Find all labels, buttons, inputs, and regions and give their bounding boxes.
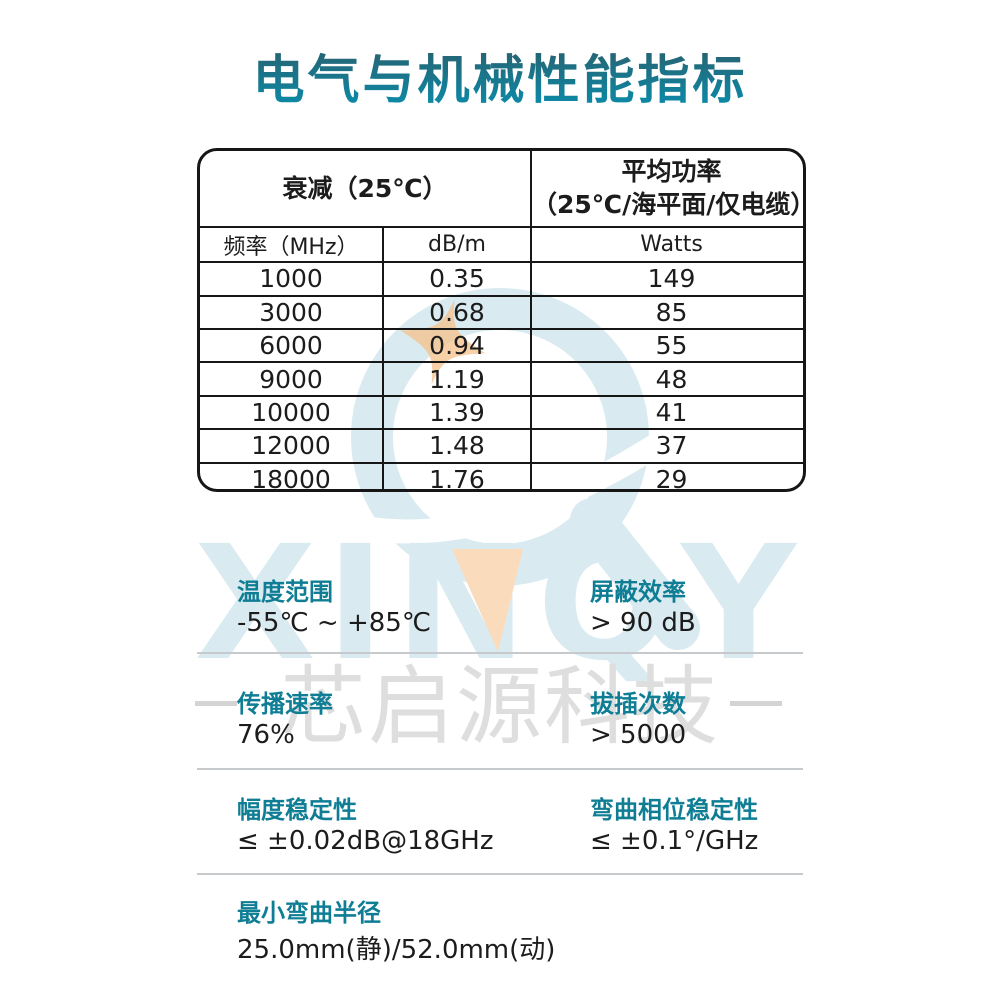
section-divider xyxy=(197,768,803,770)
table-row: 18000 1.76 29 xyxy=(200,461,803,489)
table-header-attenuation: 衰减（25℃） xyxy=(200,151,533,228)
dbm-cell: 1.48 xyxy=(381,428,533,464)
dbm-cell: 1.39 xyxy=(381,394,533,431)
mating-cycles-value: > 5000 xyxy=(590,720,687,750)
average-power-line2: （25℃/海平面/仅电缆） xyxy=(532,190,806,220)
table-row: 9000 1.19 48 xyxy=(200,361,803,397)
column-header-frequency: 频率（MHz） xyxy=(200,225,384,264)
column-header-watts: Watts xyxy=(530,225,803,264)
dbm-cell: 0.94 xyxy=(381,328,533,364)
frequency-cell: 9000 xyxy=(200,361,384,397)
temperature-range-label: 温度范围 xyxy=(237,578,333,606)
page-title: 电气与机械性能指标 xyxy=(0,38,1000,113)
frequency-cell: 1000 xyxy=(200,261,384,297)
section-divider xyxy=(197,652,803,654)
section-divider xyxy=(197,873,803,875)
watts-cell: 41 xyxy=(530,394,803,431)
amplitude-stability-label: 幅度稳定性 xyxy=(237,796,357,824)
table-row: 10000 1.39 41 xyxy=(200,394,803,431)
shielding-effectiveness-value: > 90 dB xyxy=(590,608,696,638)
bend-phase-stability-label: 弯曲相位稳定性 xyxy=(590,796,758,824)
frequency-cell: 10000 xyxy=(200,394,384,431)
dbm-cell: 1.19 xyxy=(381,361,533,397)
dbm-cell: 0.35 xyxy=(381,261,533,297)
table-row: 1000 0.35 149 xyxy=(200,261,803,297)
company-watermark-text: 芯启源科技 xyxy=(280,657,720,757)
dbm-cell: 1.76 xyxy=(381,461,533,489)
watts-cell: 29 xyxy=(530,461,803,489)
triangle-watermark-shape xyxy=(452,549,523,652)
velocity-of-propagation-value: 76% xyxy=(237,720,295,750)
watts-cell: 55 xyxy=(530,328,803,364)
dbm-cell: 0.68 xyxy=(381,294,533,331)
watts-cell: 48 xyxy=(530,361,803,397)
column-header-dbm: dB/m xyxy=(381,225,533,264)
table-row: 12000 1.48 37 xyxy=(200,428,803,464)
amplitude-stability-value: ≤ ±0.02dB@18GHz xyxy=(237,826,494,856)
performance-table: 衰减（25℃） 平均功率 （25℃/海平面/仅电缆） 频率（MHz） dB/m … xyxy=(197,148,806,492)
watts-cell: 37 xyxy=(530,428,803,464)
bend-phase-stability-value: ≤ ±0.1°/GHz xyxy=(590,826,759,856)
min-bend-radius-value: 25.0mm(静)/52.0mm(动) xyxy=(237,935,556,965)
frequency-cell: 12000 xyxy=(200,428,384,464)
table-row: 6000 0.94 55 xyxy=(200,328,803,364)
min-bend-radius-label: 最小弯曲半径 xyxy=(237,899,381,927)
average-power-line1: 平均功率 xyxy=(621,157,722,187)
frequency-cell: 3000 xyxy=(200,294,384,331)
temperature-range-value: -55℃ ~ +85℃ xyxy=(237,608,432,638)
table-row: 3000 0.68 85 xyxy=(200,294,803,331)
mating-cycles-label: 拔插次数 xyxy=(590,690,686,718)
shielding-effectiveness-label: 屏蔽效率 xyxy=(590,578,686,606)
table-header-average-power: 平均功率 （25℃/海平面/仅电缆） xyxy=(530,151,806,228)
frequency-cell: 18000 xyxy=(200,461,384,489)
right-dash xyxy=(730,701,782,706)
watts-cell: 149 xyxy=(530,261,803,297)
frequency-cell: 6000 xyxy=(200,328,384,364)
left-dash xyxy=(195,701,237,706)
watts-cell: 85 xyxy=(530,294,803,331)
velocity-of-propagation-label: 传播速率 xyxy=(237,690,333,718)
